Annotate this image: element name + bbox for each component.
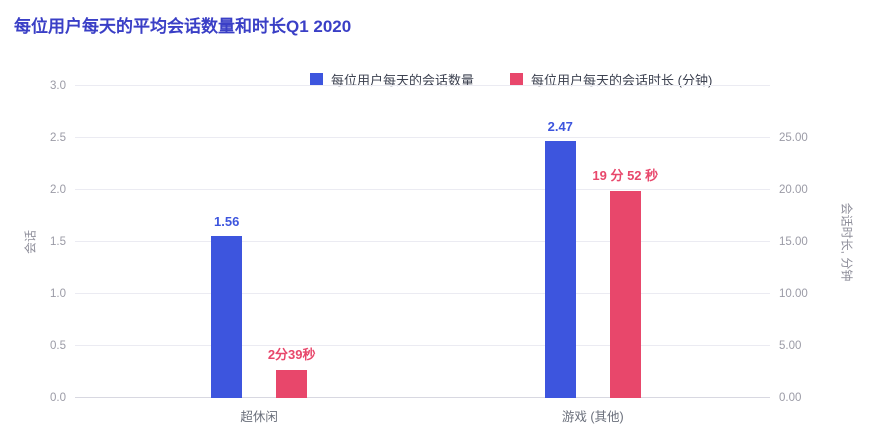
legend-label-duration: 每位用户每天的会话时长 (分钟) [531, 73, 713, 88]
gridline [75, 397, 770, 398]
duration-bar [276, 370, 308, 398]
bar-value-label: 19 分 52 秒 [592, 168, 659, 184]
duration-bar [609, 191, 641, 398]
y-axis-right-title: 会话时长, 分钟 [839, 202, 854, 282]
legend-label-sessions: 每位用户每天的会话数量 [331, 73, 475, 88]
gridline [75, 345, 770, 346]
y-axis-left-tick: 2.0 [50, 184, 66, 196]
sessions-swatch-icon [310, 73, 323, 86]
y-axis-left-tick: 1.0 [50, 288, 66, 300]
y-axis-left-tick: 2.5 [50, 132, 66, 144]
y-axis-left-tick: 3.0 [50, 80, 66, 92]
y-axis-left-tick: 1.5 [50, 236, 66, 248]
y-axis-right: 25.00 20.00 15.00 10.00 5.00 0.00 [779, 86, 827, 404]
bar-group: 1.56 2分39秒 [211, 86, 316, 398]
bar-value-label: 1.56 [214, 213, 240, 229]
y-axis-right-tick: 25.00 [779, 132, 808, 144]
bar-value-label: 2分39秒 [267, 347, 316, 363]
y-axis-right-tick: 5.00 [779, 340, 802, 352]
y-axis-left: 3.0 2.5 2.0 1.5 1.0 0.5 0.0 [26, 80, 66, 404]
y-axis-right-tick: 10.00 [779, 288, 808, 300]
category-label: 游戏 (其他) [561, 410, 624, 424]
sessions-bar [544, 141, 576, 398]
gridline [75, 189, 770, 190]
y-axis-left-tick: 0.0 [50, 392, 66, 404]
x-axis: 超休闲 游戏 (其他) [75, 406, 770, 426]
y-axis-right-tick: 0.00 [779, 392, 802, 404]
bar-value-label: 2.47 [547, 119, 573, 135]
sessions-bar [211, 235, 243, 398]
duration-swatch-icon [510, 73, 524, 86]
y-axis-left-tick: 0.5 [50, 340, 66, 352]
legend-item-duration: 每位用户每天的会话时长 (分钟) [510, 70, 712, 89]
gridline [75, 137, 770, 138]
bar-wrap: 2分39秒 [268, 86, 316, 398]
legend: 每位用户每天的会话数量 每位用户每天的会话时长 (分钟) [310, 70, 712, 89]
bar-group: 2.47 19 分 52 秒 [544, 86, 658, 398]
category-label: 超休闲 [240, 410, 278, 424]
y-axis-right-tick: 20.00 [779, 184, 808, 196]
y-axis-right-tick: 15.00 [779, 236, 808, 248]
gridline [75, 293, 770, 294]
bar-wrap: 19 分 52 秒 [592, 86, 658, 398]
bar-wrap: 1.56 [211, 86, 243, 398]
chart-title: 每位用户每天的平均会话数量和时长Q1 2020 [14, 17, 352, 36]
gridline [75, 241, 770, 242]
legend-item-sessions: 每位用户每天的会话数量 [310, 70, 474, 89]
gridline [75, 85, 770, 86]
bar-wrap: 2.47 [544, 86, 576, 398]
plot-area: 1.56 2分39秒 2.47 19 分 52 秒 [75, 85, 770, 398]
